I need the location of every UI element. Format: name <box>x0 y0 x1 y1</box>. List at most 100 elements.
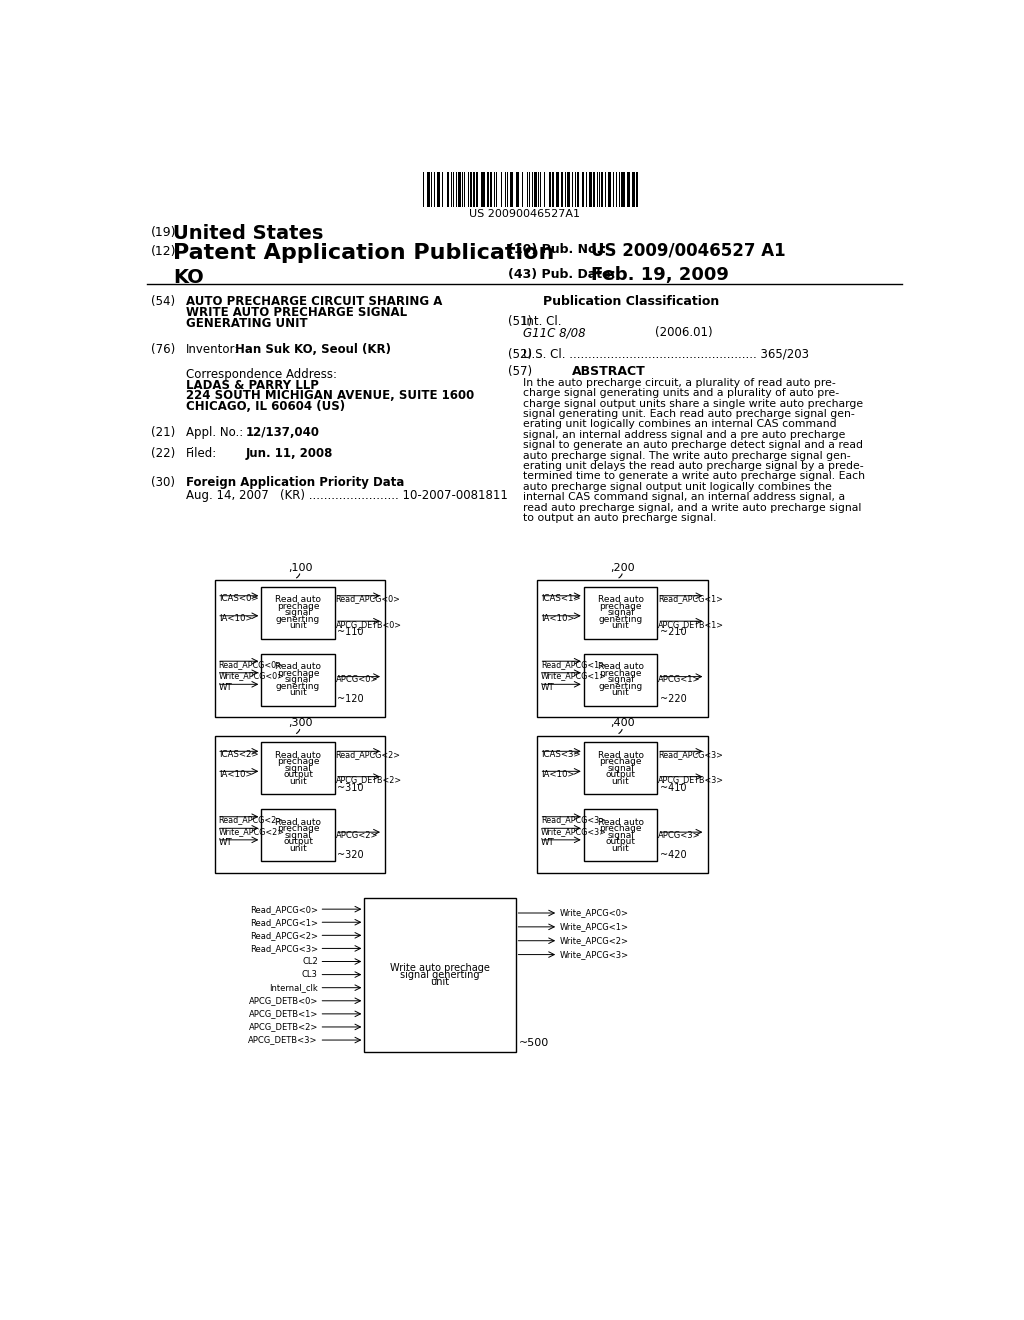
Text: Write_APCG<3>: Write_APCG<3> <box>560 950 629 960</box>
Text: ICAS<0>: ICAS<0> <box>219 594 258 603</box>
Text: APCG_DETB<2>: APCG_DETB<2> <box>336 775 401 784</box>
Bar <box>601 172 603 207</box>
Bar <box>427 172 430 207</box>
Bar <box>215 581 385 718</box>
Text: WT: WT <box>541 838 555 847</box>
Text: Read_APCG<2>: Read_APCG<2> <box>219 816 284 824</box>
Text: ~420: ~420 <box>659 850 686 859</box>
Text: to output an auto precharge signal.: to output an auto precharge signal. <box>523 513 717 523</box>
Text: prechage: prechage <box>276 824 319 833</box>
Text: Appl. No.:: Appl. No.: <box>186 426 244 440</box>
Bar <box>470 172 471 207</box>
Bar <box>458 172 461 207</box>
Bar <box>261 742 335 795</box>
Text: (76): (76) <box>152 343 175 356</box>
Text: WRITE AUTO PRECHARGE SIGNAL: WRITE AUTO PRECHARGE SIGNAL <box>186 306 408 319</box>
Bar <box>261 809 335 862</box>
Text: IA<10>: IA<10> <box>219 614 252 623</box>
Text: (43) Pub. Date:: (43) Pub. Date: <box>508 268 615 281</box>
Bar <box>622 172 625 207</box>
Text: (52): (52) <box>508 348 531 360</box>
Text: APCG_DETB<3>: APCG_DETB<3> <box>658 775 724 784</box>
Text: termined time to generate a write auto precharge signal. Each: termined time to generate a write auto p… <box>523 471 865 482</box>
Bar <box>584 586 657 639</box>
Text: ~320: ~320 <box>337 850 364 859</box>
Text: unit: unit <box>611 688 630 697</box>
Text: WT: WT <box>541 682 555 692</box>
Bar <box>365 898 515 1052</box>
Text: prechage: prechage <box>276 758 319 766</box>
Text: APCG<2>: APCG<2> <box>336 830 378 840</box>
Text: APCG_DETB<1>: APCG_DETB<1> <box>658 619 724 628</box>
Text: Write_APCG<0>: Write_APCG<0> <box>219 671 285 680</box>
Text: Foreign Application Priority Data: Foreign Application Priority Data <box>186 477 404 490</box>
Text: Read auto: Read auto <box>275 817 322 826</box>
Text: Read_APCG<3>: Read_APCG<3> <box>541 816 606 824</box>
Bar <box>584 809 657 862</box>
Bar <box>538 737 708 873</box>
Text: Write_APCG<2>: Write_APCG<2> <box>560 936 629 945</box>
Bar <box>476 172 477 207</box>
Bar <box>462 172 463 207</box>
Text: prechage: prechage <box>599 669 642 677</box>
Bar <box>593 172 595 207</box>
Text: (51): (51) <box>508 315 531 329</box>
Bar <box>636 172 638 207</box>
Text: signal generting: signal generting <box>400 970 479 979</box>
Text: ~310: ~310 <box>337 783 364 793</box>
Bar <box>589 172 592 207</box>
Text: charge signal generating units and a plurality of auto pre-: charge signal generating units and a plu… <box>523 388 840 399</box>
Bar <box>618 172 620 207</box>
Text: IA<10>: IA<10> <box>541 614 574 623</box>
Text: Write_APCG<0>: Write_APCG<0> <box>560 908 629 917</box>
Text: signal: signal <box>607 609 634 618</box>
Text: prechage: prechage <box>599 602 642 611</box>
Text: Correspondence Address:: Correspondence Address: <box>186 368 337 381</box>
Bar <box>468 172 469 207</box>
Text: United States: United States <box>173 224 324 243</box>
Text: output: output <box>283 837 313 846</box>
Bar <box>507 172 508 207</box>
Bar <box>487 172 488 207</box>
Text: prechage: prechage <box>599 824 642 833</box>
Bar <box>510 172 513 207</box>
Text: prechage: prechage <box>276 669 319 677</box>
Text: (21): (21) <box>152 426 175 440</box>
Text: In the auto precharge circuit, a plurality of read auto pre-: In the auto precharge circuit, a plurali… <box>523 378 836 388</box>
Text: APCG<0>: APCG<0> <box>336 675 378 684</box>
Text: prechage: prechage <box>599 758 642 766</box>
Text: Read auto: Read auto <box>275 595 322 605</box>
Text: G11C 8/08: G11C 8/08 <box>523 326 586 339</box>
Text: US 2009/0046527 A1: US 2009/0046527 A1 <box>592 242 786 260</box>
Text: auto precharge signal. The write auto precharge signal gen-: auto precharge signal. The write auto pr… <box>523 450 851 461</box>
Text: WT: WT <box>219 838 232 847</box>
Text: signal: signal <box>607 830 634 840</box>
Bar <box>586 172 587 207</box>
Text: Write auto prechage: Write auto prechage <box>390 962 489 973</box>
Text: ~120: ~120 <box>337 694 364 705</box>
Bar <box>531 172 532 207</box>
Bar <box>215 737 385 873</box>
Text: erating unit logically combines an internal CAS command: erating unit logically combines an inter… <box>523 420 837 429</box>
Bar <box>553 172 554 207</box>
Text: CHICAGO, IL 60604 (US): CHICAGO, IL 60604 (US) <box>186 400 345 413</box>
Text: ICAS<1>: ICAS<1> <box>541 594 581 603</box>
Text: Read_APCG<2>: Read_APCG<2> <box>250 931 317 940</box>
Bar <box>433 172 435 207</box>
Text: ~220: ~220 <box>659 694 686 705</box>
Bar <box>431 172 432 207</box>
Text: unit: unit <box>611 843 630 853</box>
Bar <box>549 172 551 207</box>
Text: ~410: ~410 <box>659 783 686 793</box>
Bar <box>556 172 558 207</box>
Text: (2006.01): (2006.01) <box>655 326 713 339</box>
Text: auto precharge signal output unit logically combines the: auto precharge signal output unit logica… <box>523 482 833 492</box>
Bar <box>584 742 657 795</box>
Bar <box>529 172 530 207</box>
Text: APCG<3>: APCG<3> <box>658 830 700 840</box>
Text: Inventor:: Inventor: <box>186 343 240 356</box>
Text: LADAS & PARRY LLP: LADAS & PARRY LLP <box>186 379 319 392</box>
Text: Write_APCG<1>: Write_APCG<1> <box>541 671 607 680</box>
Bar <box>261 586 335 639</box>
Text: output: output <box>605 771 636 779</box>
